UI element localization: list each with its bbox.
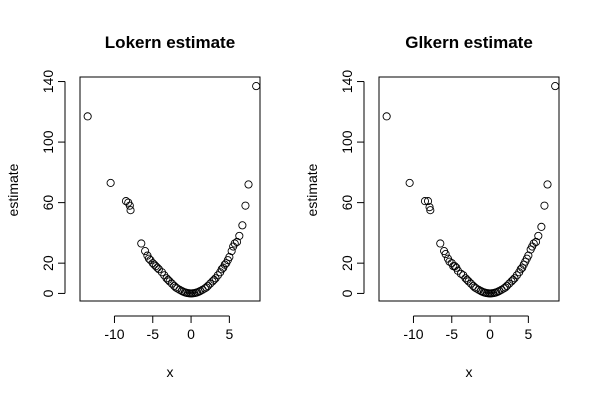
data-point: [453, 266, 462, 275]
data-point: [425, 203, 434, 212]
lokern-panel: Lokern estimate x estimate -10 -5 0 5 0 20 60 1…: [5, 33, 261, 380]
glkern-panel: Glkern estimate x estimate -10 -5 0 5 0 20 60 1…: [304, 33, 560, 380]
y-tick-label: 100: [40, 130, 56, 154]
data-point: [230, 239, 239, 248]
y-tick-label: 140: [339, 70, 355, 94]
x-tick-label: 5: [225, 326, 233, 342]
data-point: [507, 277, 516, 286]
data-point: [516, 265, 525, 274]
x-axis-label: x: [167, 364, 174, 380]
y-tick-label: 20: [40, 255, 56, 271]
y-tick-label: 0: [339, 289, 355, 297]
x-tick-label: -5: [446, 326, 459, 342]
data-point: [502, 281, 511, 290]
data-point: [235, 231, 244, 240]
data-point: [150, 260, 159, 269]
data-point: [493, 287, 502, 296]
data-point: [175, 285, 184, 294]
data-point: [495, 286, 504, 296]
chart-title: Lokern estimate: [105, 33, 235, 52]
x-tick-label: -10: [403, 326, 423, 342]
data-point: [126, 206, 135, 215]
x-axis-label: x: [466, 364, 473, 380]
data-point: [382, 112, 391, 121]
plot-frame: [79, 76, 261, 302]
chart-title: Glkern estimate: [405, 33, 533, 52]
y-tick-label: 60: [339, 195, 355, 211]
data-point: [165, 277, 174, 286]
data-point: [217, 265, 226, 274]
data-point: [529, 239, 538, 248]
data-point: [151, 262, 160, 271]
data-point: [252, 82, 261, 91]
x-tick-label: 0: [187, 326, 195, 342]
data-point: [173, 284, 182, 293]
x-tick-label: -5: [147, 326, 160, 342]
data-point: [534, 231, 543, 240]
data-point: [194, 287, 203, 296]
y-tick-label: 140: [40, 70, 56, 94]
y-tick-label: 20: [339, 255, 355, 271]
data-point: [203, 281, 212, 290]
y-tick-label: 100: [339, 130, 355, 154]
y-tick-label: 0: [40, 289, 56, 297]
data-point: [537, 222, 546, 231]
data-point: [464, 277, 473, 286]
data-point: [83, 112, 92, 121]
data-point: [208, 277, 217, 286]
data-point: [420, 197, 430, 206]
data-point: [162, 274, 171, 283]
data-point: [154, 265, 163, 274]
data-point: [196, 286, 205, 296]
y-tick-label: 60: [40, 195, 56, 211]
x-tick-label: 5: [524, 326, 532, 342]
data-point: [543, 180, 552, 189]
data-point: [423, 197, 433, 206]
data-point: [405, 178, 414, 187]
data-point: [436, 239, 445, 248]
data-point: [244, 180, 253, 189]
data-point: [450, 262, 459, 271]
data-point: [125, 201, 134, 210]
data-point: [141, 247, 150, 256]
data-point: [227, 247, 236, 256]
data-point: [461, 274, 470, 283]
y-axis-label: estimate: [5, 163, 21, 216]
plot-frame: [378, 76, 560, 302]
data-point: [551, 82, 560, 91]
data-point: [474, 285, 483, 294]
data-point: [241, 201, 250, 210]
data-point: [472, 284, 481, 293]
x-tick-label: -10: [104, 326, 124, 342]
data-point: [426, 206, 435, 215]
data-point: [153, 263, 162, 272]
data-point: [137, 239, 146, 248]
y-axis-label: estimate: [304, 163, 320, 216]
data-point: [220, 260, 229, 269]
data-point: [106, 178, 115, 187]
data-point: [238, 221, 247, 230]
x-tick-label: 0: [486, 326, 494, 342]
data-point: [441, 250, 450, 259]
data-point: [148, 259, 157, 268]
data-point: [540, 201, 549, 210]
data-point: [456, 269, 466, 278]
